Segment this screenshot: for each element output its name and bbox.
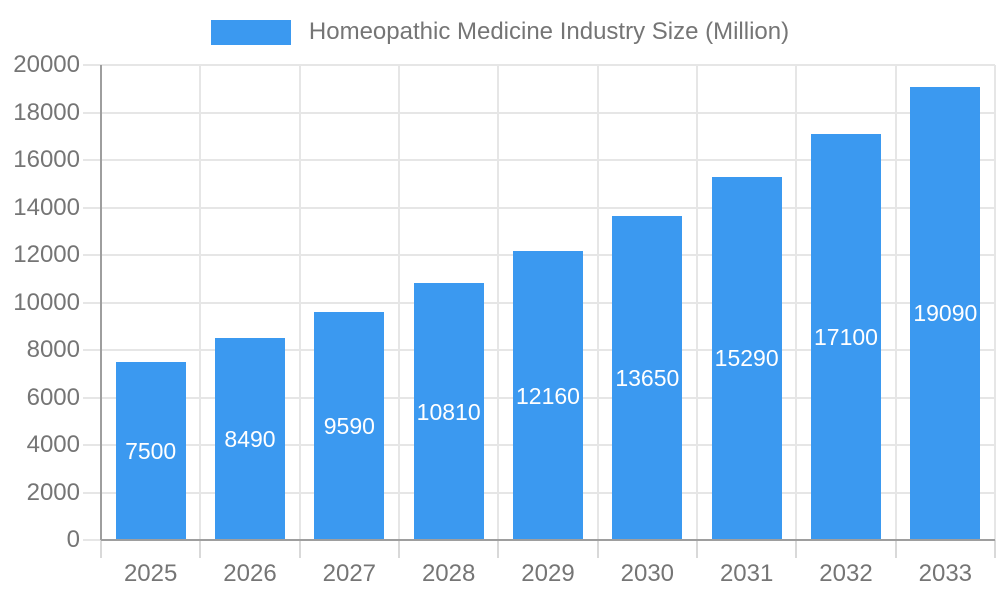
y-axis-tick-label: 18000	[13, 98, 80, 126]
y-axis-tick	[83, 254, 101, 256]
x-axis-tick	[199, 540, 202, 558]
x-axis-line	[101, 539, 995, 541]
bar-value-label: 19090	[913, 300, 978, 327]
bar-2025[interactable]	[115, 361, 186, 540]
y-axis-tick	[83, 111, 101, 114]
y-axis-tick-label: 12000	[13, 241, 80, 268]
y-axis-tick	[83, 206, 101, 209]
x-axis-tick-label: 2032	[819, 560, 873, 587]
x-gridline	[596, 65, 599, 540]
bar-value-label: 13650	[615, 364, 680, 391]
x-axis-tick	[497, 540, 500, 558]
y-axis-tick-label: 4000	[26, 431, 80, 458]
y-axis-tick-label: 0	[66, 526, 80, 553]
y-gridline	[101, 206, 995, 209]
bar-2028[interactable]	[413, 283, 484, 540]
y-axis-tick	[83, 396, 101, 399]
bar-2029[interactable]	[513, 251, 583, 540]
x-axis-tick-label: 2025	[123, 560, 178, 587]
bar-2033[interactable]	[910, 86, 981, 540]
bar-2032[interactable]	[811, 133, 881, 540]
x-axis-tick	[994, 540, 996, 558]
y-axis-tick	[83, 301, 101, 304]
y-axis-tick-label: 6000	[26, 383, 80, 411]
x-gridline	[696, 65, 698, 540]
y-axis-tick-label: 20000	[13, 51, 80, 78]
y-axis-tick-label: 14000	[13, 193, 80, 221]
legend-label: Homeopathic Medicine Industry Size (Mill…	[308, 18, 790, 45]
y-axis-tick-label: 16000	[13, 146, 80, 173]
bar-2030[interactable]	[612, 215, 683, 540]
x-axis-tick	[398, 540, 400, 558]
x-axis-tick	[596, 540, 599, 558]
x-gridline	[497, 65, 500, 540]
y-gridline	[101, 111, 995, 114]
x-gridline	[199, 65, 202, 540]
x-gridline	[894, 65, 897, 540]
x-axis-tick-label: 2031	[719, 560, 774, 587]
y-axis-tick-label: 10000	[13, 288, 80, 316]
y-gridline	[101, 64, 995, 66]
bar-value-label: 12160	[516, 382, 580, 409]
y-axis-tick-label: 8000	[26, 336, 80, 363]
bar-2031[interactable]	[711, 176, 782, 540]
bar-value-label: 17100	[814, 323, 878, 350]
y-axis-tick	[83, 539, 101, 541]
y-axis-tick	[83, 159, 101, 161]
y-axis-tick-label: 2000	[26, 478, 80, 506]
x-axis-tick-label: 2027	[322, 560, 377, 587]
bar-2027[interactable]	[314, 312, 385, 540]
x-axis-tick-label: 2028	[421, 560, 476, 587]
x-gridline	[298, 65, 301, 540]
bar-value-label: 8490	[224, 426, 276, 453]
y-axis-tick	[83, 444, 101, 446]
x-axis-tick	[298, 540, 301, 558]
x-axis-tick-label: 2029	[521, 560, 575, 587]
x-gridline	[795, 65, 798, 540]
bar-value-label: 10810	[416, 398, 481, 425]
x-gridline	[994, 65, 996, 540]
bar-value-label: 9590	[323, 413, 375, 440]
legend-swatch	[210, 19, 291, 45]
x-axis-tick	[894, 540, 897, 558]
x-axis-tick-label: 2033	[918, 560, 973, 587]
bar-2026[interactable]	[215, 338, 285, 540]
x-axis-tick-label: 2026	[223, 560, 277, 587]
y-gridline	[101, 159, 995, 161]
y-axis-line	[100, 65, 102, 540]
y-axis-tick	[83, 349, 101, 351]
legend[interactable]: Homeopathic Medicine Industry Size (Mill…	[0, 12, 1000, 52]
x-axis-tick-label: 2030	[620, 560, 675, 587]
x-axis-tick	[100, 540, 102, 558]
bar-value-label: 7500	[125, 437, 177, 464]
x-axis-tick	[795, 540, 798, 558]
bar-value-label: 15290	[714, 345, 779, 372]
y-axis-tick	[83, 491, 101, 494]
x-axis-tick	[696, 540, 698, 558]
y-axis-tick	[83, 64, 101, 66]
x-gridline	[398, 65, 400, 540]
